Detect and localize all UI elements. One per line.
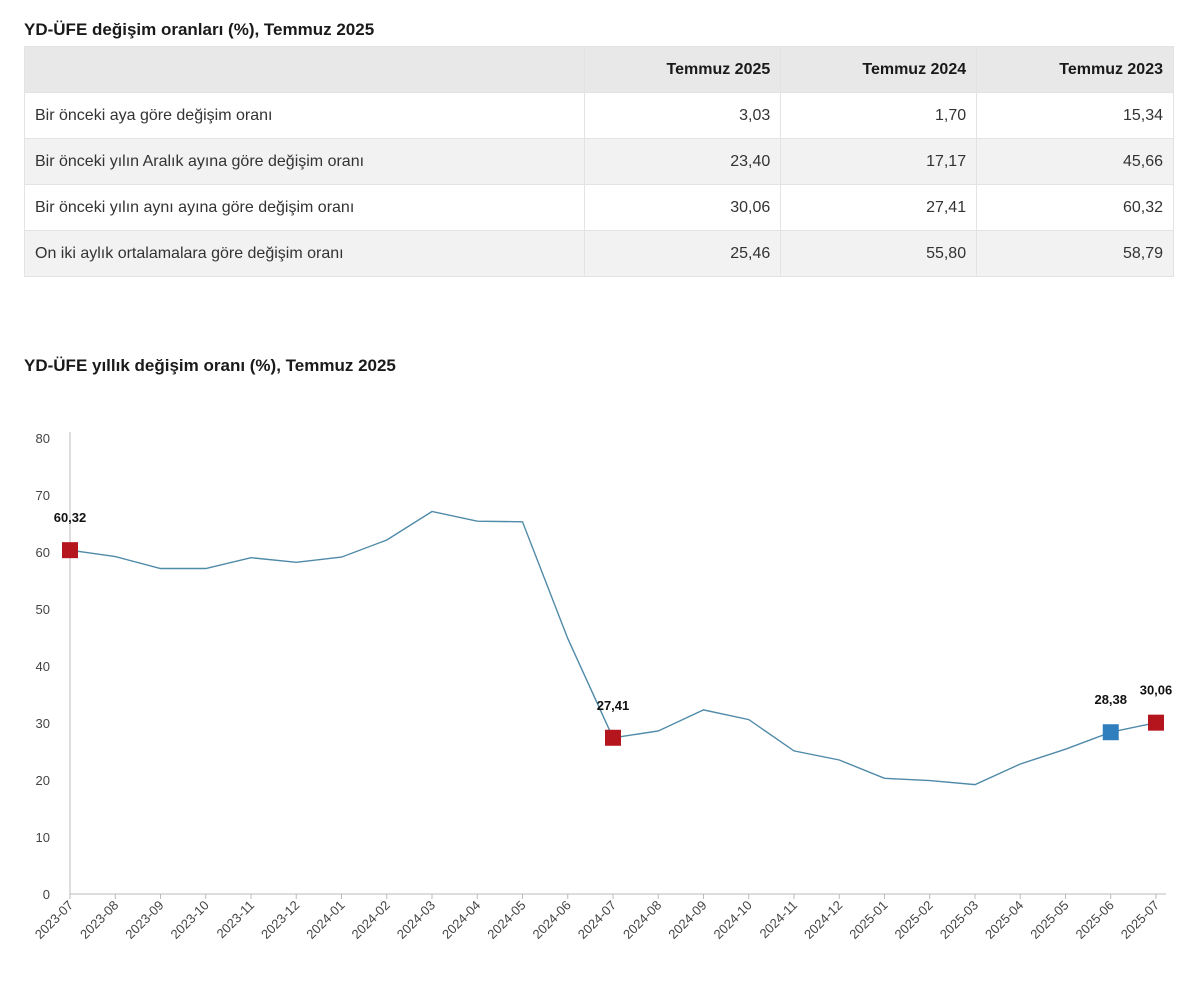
y-tick-label: 40 bbox=[36, 659, 50, 674]
x-tick-label: 2024-10 bbox=[711, 898, 755, 942]
header-empty bbox=[23, 46, 586, 93]
x-tick-label: 2024-02 bbox=[349, 898, 393, 942]
change-rate-table: Temmuz 2025 Temmuz 2024 Temmuz 2023 Bir … bbox=[23, 46, 1174, 277]
x-tick-label: 2024-09 bbox=[665, 898, 709, 942]
x-tick-label: 2023-10 bbox=[168, 898, 212, 942]
y-tick-label: 50 bbox=[36, 602, 50, 617]
data-label: 30,06 bbox=[1140, 683, 1173, 698]
cell-value: 60,32 bbox=[976, 184, 1174, 231]
row-label: Bir önceki yılın aynı ayına göre değişim… bbox=[23, 184, 586, 231]
x-tick-label: 2024-12 bbox=[801, 898, 845, 942]
cell-value: 3,03 bbox=[584, 92, 782, 139]
cell-value: 17,17 bbox=[780, 138, 978, 185]
header-july-2024: Temmuz 2024 bbox=[780, 46, 978, 93]
table-row: Bir önceki yılın Aralık ayına göre değiş… bbox=[23, 138, 1174, 185]
x-tick-label: 2025-07 bbox=[1118, 898, 1162, 942]
table-header-row: Temmuz 2025 Temmuz 2024 Temmuz 2023 bbox=[23, 46, 1174, 93]
header-july-2023: Temmuz 2023 bbox=[976, 46, 1174, 93]
x-tick-label: 2024-01 bbox=[303, 898, 347, 942]
cell-value: 27,41 bbox=[780, 184, 978, 231]
data-point-marker bbox=[1102, 724, 1119, 741]
data-point-marker bbox=[1148, 714, 1164, 731]
data-point-marker bbox=[62, 542, 78, 559]
data-label: 28,38 bbox=[1094, 692, 1127, 707]
y-tick-label: 0 bbox=[43, 887, 50, 902]
cell-value: 58,79 bbox=[976, 230, 1174, 277]
table-title: YD-ÜFE değişim oranları (%), Temmuz 2025 bbox=[24, 20, 375, 39]
x-tick-label: 2023-07 bbox=[32, 898, 76, 942]
cell-value: 30,06 bbox=[584, 184, 782, 231]
row-label: Bir önceki aya göre değişim oranı bbox=[23, 92, 586, 139]
cell-value: 55,80 bbox=[780, 230, 978, 277]
x-tick-label: 2025-03 bbox=[937, 898, 981, 942]
x-tick-label: 2024-06 bbox=[530, 898, 574, 942]
x-tick-label: 2023-08 bbox=[77, 898, 121, 942]
cell-value: 45,66 bbox=[976, 138, 1174, 185]
x-tick-label: 2023-11 bbox=[213, 898, 257, 942]
y-tick-label: 60 bbox=[36, 545, 50, 560]
y-tick-label: 80 bbox=[36, 431, 50, 446]
row-label: Bir önceki yılın Aralık ayına göre değiş… bbox=[23, 138, 586, 185]
row-label: On iki aylık ortalamalara göre değişim o… bbox=[23, 230, 586, 277]
cell-value: 15,34 bbox=[976, 92, 1174, 139]
y-tick-label: 10 bbox=[36, 830, 50, 845]
x-tick-label: 2025-04 bbox=[982, 898, 1026, 942]
table-row: Bir önceki aya göre değişim oranı 3,03 1… bbox=[23, 92, 1174, 139]
x-tick-label: 2023-09 bbox=[122, 898, 166, 942]
x-tick-label: 2024-04 bbox=[439, 898, 483, 942]
x-tick-label: 2025-06 bbox=[1073, 898, 1117, 942]
cell-value: 23,40 bbox=[584, 138, 782, 185]
chart-title: YD-ÜFE yıllık değişim oranı (%), Temmuz … bbox=[24, 356, 396, 375]
table-row: On iki aylık ortalamalara göre değişim o… bbox=[23, 230, 1174, 277]
cell-value: 25,46 bbox=[584, 230, 782, 277]
header-july-2025: Temmuz 2025 bbox=[584, 46, 782, 93]
x-tick-label: 2024-05 bbox=[484, 898, 528, 942]
y-tick-label: 70 bbox=[36, 488, 50, 503]
data-point-marker bbox=[605, 729, 621, 746]
x-tick-label: 2025-05 bbox=[1027, 898, 1071, 942]
x-tick-label: 2023-12 bbox=[258, 898, 302, 942]
table-row: Bir önceki yılın aynı ayına göre değişim… bbox=[23, 184, 1174, 231]
y-tick-label: 20 bbox=[36, 773, 50, 788]
cell-value: 1,70 bbox=[780, 92, 978, 139]
y-tick-label: 30 bbox=[36, 716, 50, 731]
x-tick-label: 2025-01 bbox=[846, 898, 890, 942]
x-tick-label: 2024-11 bbox=[756, 898, 800, 942]
x-tick-label: 2025-02 bbox=[892, 898, 936, 942]
data-label: 60,32 bbox=[54, 510, 87, 525]
x-tick-label: 2024-07 bbox=[575, 898, 619, 942]
x-tick-label: 2024-08 bbox=[620, 898, 664, 942]
data-label: 27,41 bbox=[597, 698, 630, 713]
x-tick-label: 2024-03 bbox=[394, 898, 438, 942]
